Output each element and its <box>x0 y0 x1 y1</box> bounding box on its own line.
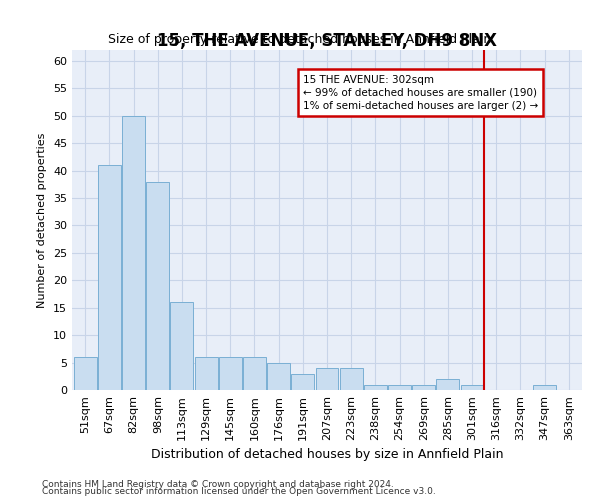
X-axis label: Distribution of detached houses by size in Annfield Plain: Distribution of detached houses by size … <box>151 448 503 461</box>
Title: 15, THE AVENUE, STANLEY, DH9 8NX: 15, THE AVENUE, STANLEY, DH9 8NX <box>157 32 497 50</box>
Bar <box>122 116 145 390</box>
Bar <box>316 368 338 390</box>
Bar <box>146 182 169 390</box>
Bar <box>436 379 460 390</box>
Bar <box>461 384 484 390</box>
Y-axis label: Number of detached properties: Number of detached properties <box>37 132 47 308</box>
Bar <box>170 302 193 390</box>
Bar <box>98 165 121 390</box>
Bar <box>243 357 266 390</box>
Bar <box>292 374 314 390</box>
Bar <box>533 384 556 390</box>
Bar <box>267 362 290 390</box>
Bar <box>340 368 362 390</box>
Text: 15 THE AVENUE: 302sqm
← 99% of detached houses are smaller (190)
1% of semi-deta: 15 THE AVENUE: 302sqm ← 99% of detached … <box>303 74 538 111</box>
Bar <box>194 357 218 390</box>
Text: Contains public sector information licensed under the Open Government Licence v3: Contains public sector information licen… <box>42 487 436 496</box>
Bar <box>388 384 411 390</box>
Text: Contains HM Land Registry data © Crown copyright and database right 2024.: Contains HM Land Registry data © Crown c… <box>42 480 394 489</box>
Bar <box>364 384 387 390</box>
Bar <box>219 357 242 390</box>
Bar <box>74 357 97 390</box>
Bar <box>412 384 435 390</box>
Text: Size of property relative to detached houses in Annfield Plain: Size of property relative to detached ho… <box>109 32 491 46</box>
